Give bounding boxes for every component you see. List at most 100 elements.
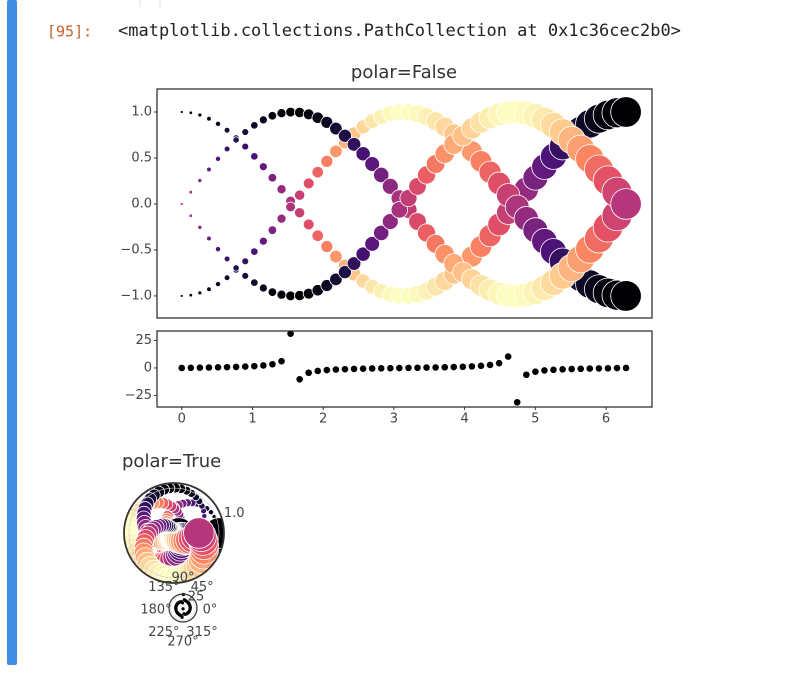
scatter-point xyxy=(187,364,195,372)
scatter-point xyxy=(329,249,343,264)
x-tick-label: 3 xyxy=(390,412,398,427)
y-tick-label: −25 xyxy=(125,388,152,403)
scatter-point xyxy=(586,365,594,372)
scatter-point xyxy=(188,110,193,115)
r-tick-label: 25 xyxy=(188,590,205,605)
polar-frame xyxy=(123,482,225,584)
theta-tick-label: 90° xyxy=(171,571,194,586)
scatter-point xyxy=(276,184,287,195)
scatter-point xyxy=(302,218,315,231)
scatter-point xyxy=(441,363,449,371)
scatter-point xyxy=(468,363,476,370)
scatter-point xyxy=(377,365,385,372)
scatter-point xyxy=(486,361,494,369)
scatter-point xyxy=(610,280,642,312)
scatter-point xyxy=(311,166,324,179)
polar-point xyxy=(183,517,215,549)
scatter-point xyxy=(241,128,250,136)
scatter-point xyxy=(214,155,222,162)
scatter-point xyxy=(341,365,349,373)
scatter-point xyxy=(495,359,503,367)
scatter-point xyxy=(610,96,642,128)
scatter-point xyxy=(320,115,334,129)
scatter-point xyxy=(214,364,222,371)
scatter-point xyxy=(196,364,204,371)
scatter-point xyxy=(294,207,306,219)
scatter-point xyxy=(250,152,259,161)
scatter-point xyxy=(258,283,268,293)
scatter-point xyxy=(276,289,287,300)
theta-tick-label: 135° xyxy=(148,580,179,595)
scatter-point xyxy=(613,364,621,372)
theta-tick-label: 270° xyxy=(167,635,198,650)
cell-selection-bar xyxy=(7,0,17,665)
scatter-point xyxy=(232,363,240,371)
plot-area xyxy=(179,96,642,312)
scatter-point xyxy=(285,106,296,118)
scatter-point xyxy=(276,108,287,119)
y-tick-label: 0 xyxy=(144,360,152,375)
scatter-point xyxy=(232,264,240,272)
scatter-point xyxy=(287,330,294,337)
scatter-point xyxy=(258,162,268,172)
polar-grid xyxy=(128,487,220,579)
scatter-point xyxy=(223,274,231,282)
x-tick-label: 1 xyxy=(248,412,256,427)
scatter-point xyxy=(197,224,203,230)
scatter-point xyxy=(305,369,312,377)
scatter-point xyxy=(294,189,306,201)
scatter-point xyxy=(278,357,285,365)
scatter-point xyxy=(188,213,193,218)
scatter-point xyxy=(432,364,439,371)
polar-area xyxy=(124,483,224,583)
axes-frame xyxy=(156,88,653,319)
scatter-point xyxy=(405,364,412,372)
scatter-point xyxy=(329,272,343,287)
scatter-point xyxy=(504,353,512,360)
polar-point xyxy=(180,615,184,619)
scatter-point xyxy=(223,255,231,263)
polar-frame xyxy=(168,593,198,623)
scatter-point xyxy=(179,110,184,114)
scatter-point xyxy=(188,293,193,298)
output-text: <matplotlib.collections.PathCollection a… xyxy=(118,21,681,41)
theta-tick-label: 315° xyxy=(186,625,217,640)
scatter-point xyxy=(205,364,213,371)
scatter-point xyxy=(178,364,186,372)
scatter-point xyxy=(223,145,231,153)
scatter-point xyxy=(311,229,324,242)
scatter-point xyxy=(241,142,250,151)
theta-tick-label: 180° xyxy=(140,603,171,618)
scatter-point xyxy=(364,236,381,252)
plot-area xyxy=(178,330,630,406)
scatter-point xyxy=(541,367,548,374)
polar-point xyxy=(188,606,192,610)
scatter-point xyxy=(206,235,212,242)
theta-tick-label: 225° xyxy=(148,625,179,640)
scatter-point xyxy=(323,366,331,374)
scatter-point xyxy=(250,278,259,287)
scatter-point xyxy=(251,362,258,370)
scatter-point xyxy=(258,115,268,125)
scatter-point xyxy=(577,365,585,373)
scatter-point xyxy=(214,120,222,127)
scatter-point xyxy=(396,364,403,372)
theta-tick-label: 0° xyxy=(203,603,218,618)
scatter-point xyxy=(610,188,642,220)
scatter-point xyxy=(267,225,278,235)
scatter-point xyxy=(214,281,222,288)
scatter-point xyxy=(459,363,467,371)
scatter-point xyxy=(513,398,521,406)
scatter-point xyxy=(373,166,390,184)
scatter-point xyxy=(241,272,250,280)
output-prompt: [95]: xyxy=(47,23,92,41)
scatter-point xyxy=(223,126,231,134)
scatter-point xyxy=(179,294,184,298)
scatter-point xyxy=(206,115,212,122)
scatter-point xyxy=(595,365,603,372)
scatter-point xyxy=(260,362,267,369)
x-tick-label: 6 xyxy=(602,412,610,427)
scatter-point xyxy=(337,128,352,143)
